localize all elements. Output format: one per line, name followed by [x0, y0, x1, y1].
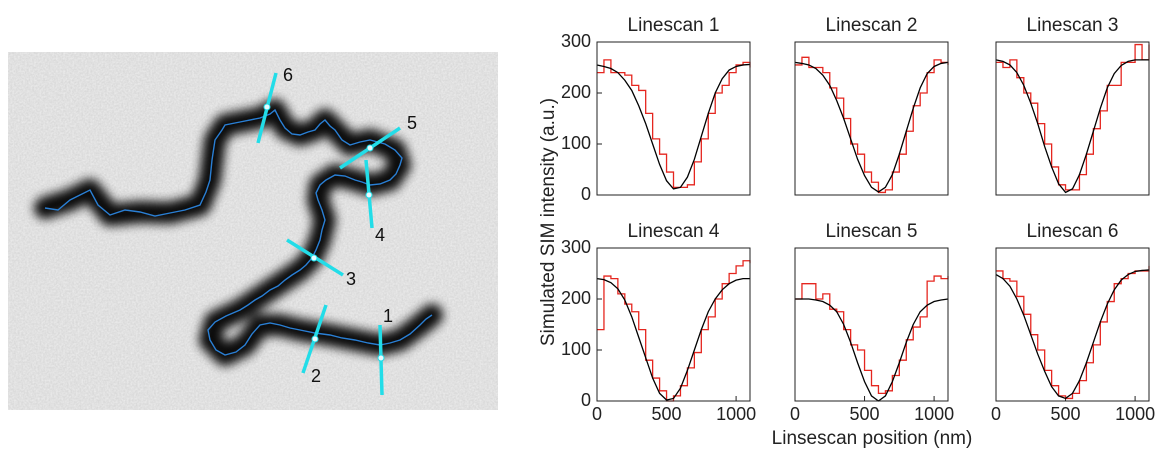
- series-line: [995, 59, 1149, 194]
- x-tick-label: 1000: [1115, 404, 1155, 424]
- series-line: [597, 260, 751, 402]
- image-label: 1: [383, 306, 393, 326]
- x-tick-label: 1000: [914, 404, 954, 424]
- y-tick-label: 0: [581, 184, 591, 204]
- series-line: [996, 265, 1150, 400]
- plot-frame: [995, 41, 1150, 196]
- image-label: 3: [346, 269, 356, 289]
- x-tick-label: 500: [1051, 404, 1081, 424]
- x-tick-label: 0: [790, 404, 800, 424]
- linescan-centers: [263, 103, 385, 362]
- x-tick-label: 0: [592, 404, 602, 424]
- chart-title: Linescan 4: [628, 221, 720, 242]
- image-label: 4: [375, 225, 385, 245]
- y-axis-label: Simulated SIM intensity (a.u.): [538, 98, 559, 346]
- chart-title: Linescan 3: [1027, 15, 1119, 36]
- y-tick-label: 100: [561, 339, 591, 359]
- series-line: [597, 59, 751, 188]
- chart-title: Linescan 6: [1027, 221, 1119, 242]
- image-label: 6: [283, 65, 293, 85]
- image-label: 5: [407, 113, 417, 133]
- y-tick-label: 300: [561, 237, 591, 257]
- plot-frame: [596, 247, 751, 402]
- x-tick-label: 0: [991, 404, 1001, 424]
- micrograph: [8, 52, 498, 410]
- series-line: [795, 298, 949, 402]
- polymer-trace: [44, 108, 433, 356]
- series-line: [795, 275, 949, 394]
- series-line: [794, 61, 949, 193]
- x-axis-label: Linsescan position (nm): [772, 428, 973, 449]
- series-line: [795, 56, 949, 194]
- plot-frame: [794, 247, 949, 402]
- x-tick-label: 1000: [716, 404, 756, 424]
- plot-frame: [794, 41, 949, 196]
- series-line: [995, 269, 1150, 400]
- y-tick-label: 300: [561, 31, 591, 51]
- y-tick-label: 200: [561, 288, 591, 308]
- chart-title: Linescan 5: [826, 221, 918, 242]
- y-tick-label: 100: [561, 133, 591, 153]
- image-label: 2: [311, 366, 321, 386]
- plot-frame: [596, 41, 751, 196]
- series-line: [596, 63, 751, 190]
- chart-title: Linescan 2: [826, 15, 918, 36]
- y-tick-label: 0: [581, 390, 591, 410]
- y-tick-label: 200: [561, 82, 591, 102]
- series-line: [996, 43, 1150, 191]
- plot-frame: [995, 247, 1150, 402]
- series-line: [596, 277, 750, 401]
- x-tick-label: 500: [652, 404, 682, 424]
- chart-title: Linescan 1: [628, 15, 720, 36]
- x-tick-label: 500: [850, 404, 880, 424]
